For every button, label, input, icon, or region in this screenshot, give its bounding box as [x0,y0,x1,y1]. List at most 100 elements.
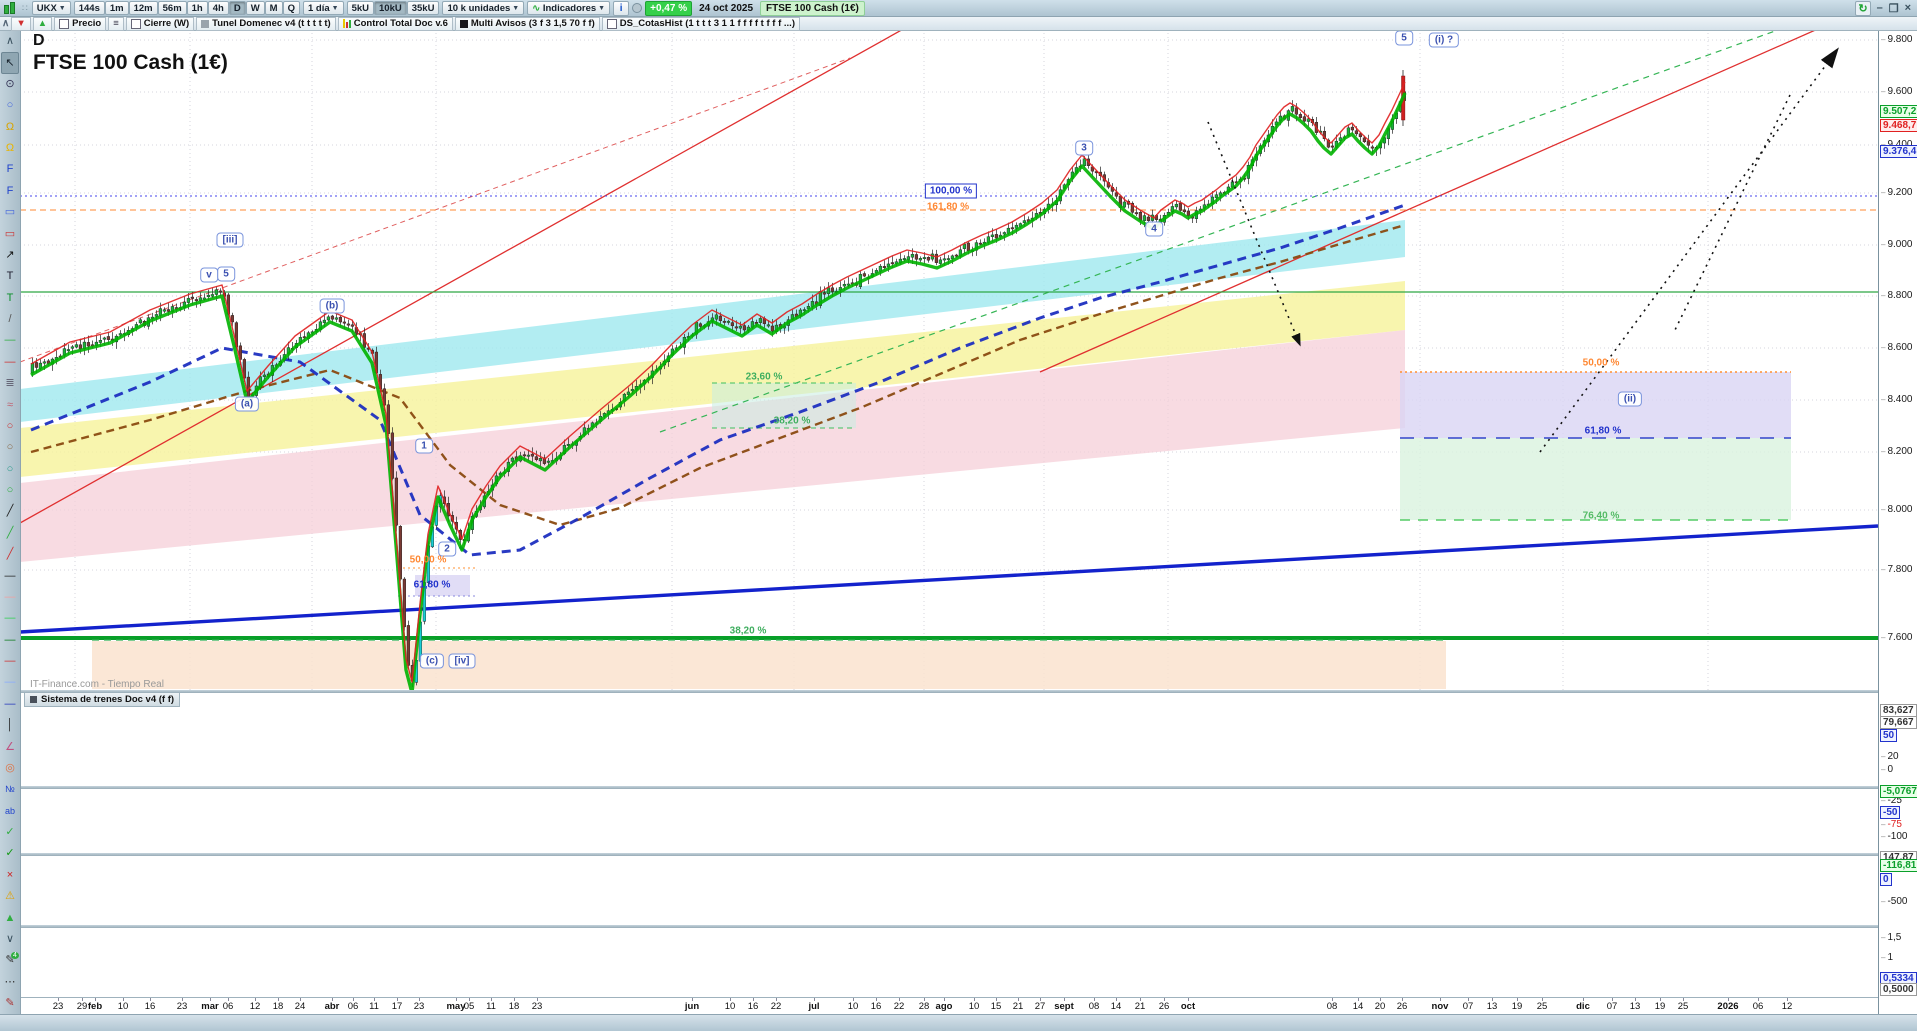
tool-pattern-icon[interactable]: ≈ [6,398,14,411]
tool-hline-lightblue-icon[interactable]: — [4,676,16,689]
timeframe-4h[interactable]: 4h [207,1,229,15]
units-5kU[interactable]: 5kU [346,1,375,15]
price-chart-canvas[interactable] [20,31,1878,690]
tool-level-red-icon[interactable]: — [4,355,16,368]
tool-ellipse-brown-icon[interactable]: ○ [6,441,14,454]
timeframe-M[interactable]: M [264,1,283,15]
tool-rect-blue-icon[interactable]: ▭ [4,206,16,219]
tool-vline-icon[interactable]: │ [6,719,14,732]
tool-target-icon[interactable]: ◎ [5,761,15,774]
tool-hline-blue-icon[interactable]: — [4,697,16,710]
timeframe-1m[interactable]: 1m [104,1,129,15]
collapse-caret-icon[interactable]: ∧ [2,18,10,29]
tool-zoom-icon[interactable]: ⊙ [5,77,15,90]
timeframe-1h[interactable]: 1h [186,1,208,15]
tool-hline-pink-icon[interactable]: — [4,590,16,603]
wave-label-b[interactable]: (b) [319,298,345,314]
tool-hline-black-icon[interactable]: — [4,569,16,582]
tool-hline-green-icon[interactable]: — [4,612,16,625]
timeframe-56m[interactable]: 56m [157,1,187,15]
timeframe-W[interactable]: W [245,1,265,15]
tool-alarm-add-icon[interactable]: Ω [5,120,15,133]
tool-trend-red-icon[interactable]: ╱ [6,548,14,561]
main-price-chart[interactable]: D FTSE 100 Cash (1€) IT-Finance.com - Ti… [20,31,1878,690]
tool-collapse-icon[interactable]: ∧ [5,35,15,48]
indicator-toggle-tunel[interactable]: Tunel Domenec v4 (t t t t t) [196,16,336,31]
record-dot-icon[interactable] [632,3,643,13]
wave-label-5[interactable]: 5 [1395,30,1413,46]
tool-notes-icon[interactable]: ✎ 4 [5,952,19,967]
tool-ellipse-green-icon[interactable]: ○ [6,484,14,497]
tool-fib-extension-icon[interactable]: F [6,184,14,197]
indicators-button[interactable]: ∿ Indicadores ▼ [527,1,611,15]
timeframe-12m[interactable]: 12m [128,1,158,15]
panel-trenes[interactable] [20,691,1878,786]
wave-label-ii[interactable]: (ii) [1617,391,1643,407]
tool-numbers-icon[interactable]: № [5,784,15,795]
tool-rect-red-icon[interactable]: ▭ [4,227,16,240]
tool-trend-black-icon[interactable]: ╱ [6,505,14,518]
panel-separator[interactable] [20,925,1917,928]
tool-ellipse-red-icon[interactable]: ○ [6,419,14,432]
tool-angle-icon[interactable]: ∠ [5,740,15,753]
indicator-toggle-control[interactable]: Control Total Doc v.6 [337,16,453,31]
tool-delete-icon[interactable]: × [6,868,14,881]
info-button[interactable]: i [613,0,630,16]
indicator-toggle-multi[interactable]: Multi Avisos (3 f 3 1,5 70 f f) [454,16,600,31]
alert-up-icon[interactable]: ▲ [32,16,53,31]
tool-trend-green-icon[interactable]: ╱ [6,526,14,539]
tool-letters-icon[interactable]: ab [4,805,15,816]
tool-text-bubble-icon[interactable]: T [6,291,14,304]
tool-hline-red-icon[interactable]: — [4,655,16,668]
checkbox-icon[interactable] [130,18,141,29]
indicator-toggle-cierre[interactable]: Cierre (W) [125,16,195,31]
units-35kU[interactable]: 35kU [406,1,440,15]
wave-label-iv[interactable]: [iv] [448,653,476,669]
minimize-button[interactable]: – [1876,2,1883,14]
panel-separator[interactable] [20,690,1917,693]
wave-label-2[interactable]: 2 [438,541,456,557]
tool-segment-icon[interactable]: / [8,313,12,326]
alert-down-icon[interactable]: ▼ [11,16,31,31]
tool-scroll-more-icon[interactable]: ∨ [5,932,15,945]
price-axis[interactable]: 9.800 9.600 9.400 9.200 9.000 8.800 8.600 8.400… [1878,31,1917,1014]
instrument-tag[interactable]: FTSE 100 Cash (1€) [760,0,865,16]
tool-arrow-icon[interactable]: ↗ [5,248,15,261]
panel-separator[interactable] [20,853,1917,856]
tool-ellipse-teal-icon[interactable]: ○ [6,462,14,475]
restore-button[interactable]: ❐ [1888,2,1899,15]
timeframe-144s[interactable]: 144s [73,1,105,15]
tool-zoom-area-icon[interactable]: ○ [6,99,14,112]
units-select[interactable]: 10 k unidades ▼ [442,1,525,15]
wave-label-5[interactable]: 5 [217,266,235,282]
wave-label-c[interactable]: (c) [419,653,445,669]
tool-thumbs-up-icon[interactable]: ✓ [5,847,15,860]
timeframe-D[interactable]: D [228,1,246,15]
tool-alarm-icon[interactable]: Ω [5,142,15,155]
wave-label-a[interactable]: (a) [234,396,260,412]
tool-cursor-icon[interactable]: ↖ [1,52,19,74]
tool-hline-darkgreen-icon[interactable]: — [4,633,16,646]
wave-label-1[interactable]: 1 [415,438,433,454]
wave-label-v[interactable]: v [200,267,218,283]
tool-check-icon[interactable]: ✓ [5,826,15,839]
wave-label-3[interactable]: 3 [1075,140,1093,156]
indicator-toggle-precio[interactable]: Precio [54,16,107,31]
close-button[interactable]: × [1904,2,1911,14]
refresh-button[interactable]: ↻ [1855,0,1871,16]
wave-label-i[interactable]: (i) ? [1428,32,1460,48]
checkbox-icon[interactable] [606,18,617,29]
wave-label-iii[interactable]: [iii] [216,232,244,248]
list-icon[interactable]: ≡ [108,16,124,31]
symbol-selector[interactable]: UKX ▼ [31,1,71,15]
tool-arrow-up-green-icon[interactable]: ▲ [4,911,16,924]
tool-fib-retracement-icon[interactable]: F [6,163,14,176]
tool-more-icon[interactable]: ⋯ [4,975,16,988]
date-axis[interactable]: 23 29 feb 10 16 23 mar 06 12 18 24 abr 06 11 17 23 may 05… [20,997,1878,1015]
tool-level-green-icon[interactable]: — [4,334,16,347]
tool-warning-icon[interactable]: ⚠ [5,890,15,903]
panel-tab-trenes[interactable]: Sistema de trenes Doc v4 (f f) [24,692,181,707]
period-select[interactable]: 1 día ▼ [302,1,344,15]
tool-text-icon[interactable]: T [6,270,14,283]
timeframe-Q[interactable]: Q [282,1,300,15]
